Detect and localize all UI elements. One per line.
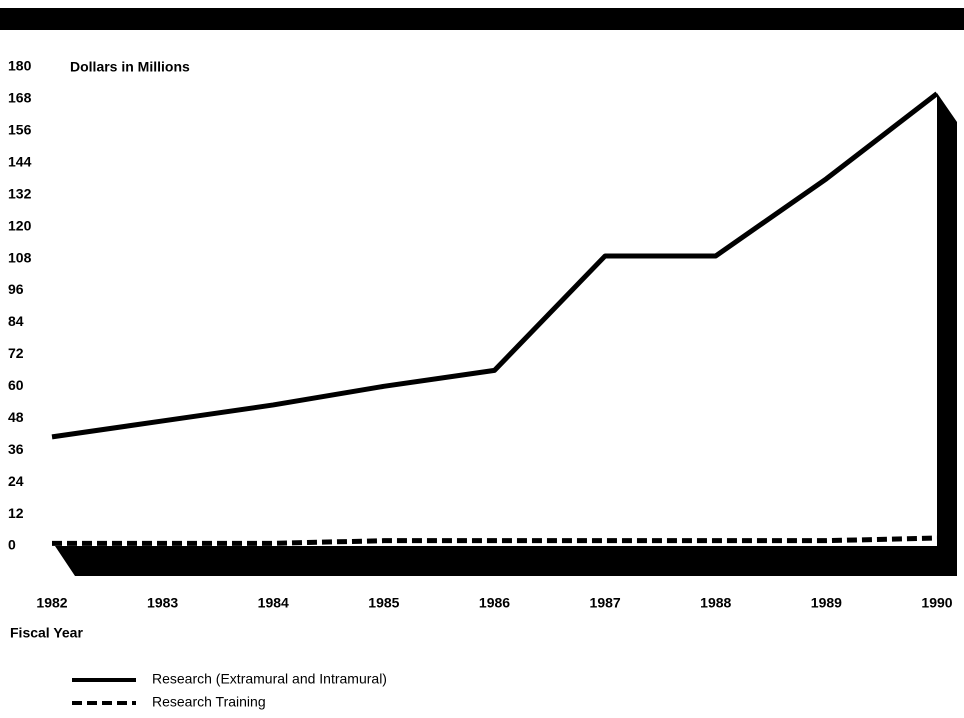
y-tick-label: 84 <box>8 313 24 329</box>
series-line <box>52 535 938 546</box>
y-tick-label: 60 <box>8 377 24 393</box>
y-tick-label: 180 <box>8 58 32 74</box>
legend-label: Research Training <box>152 694 266 710</box>
3d-shadow <box>55 93 957 576</box>
y-tick-label: 12 <box>8 505 24 521</box>
y-tick-label: 168 <box>8 90 32 106</box>
y-tick-label: 48 <box>8 409 24 425</box>
x-tick-label: 1982 <box>36 595 67 611</box>
y-tick-label: 132 <box>8 185 32 201</box>
y-tick-label: 96 <box>8 281 24 297</box>
y-tick-label: 72 <box>8 345 24 361</box>
y-tick-label: 156 <box>8 122 32 138</box>
x-tick-label: 1990 <box>921 595 952 611</box>
x-tick-label: 1986 <box>479 595 510 611</box>
y-tick-label: 24 <box>8 473 24 489</box>
y-tick-label: 0 <box>8 537 16 553</box>
x-axis-label: Fiscal Year <box>10 625 83 641</box>
x-tick-label: 1988 <box>700 595 731 611</box>
x-tick-label: 1985 <box>368 595 399 611</box>
y-tick-label: 144 <box>8 154 32 170</box>
y-tick-label: 108 <box>8 249 32 265</box>
y-tick-label: 120 <box>8 217 32 233</box>
y-axis-label: Dollars in Millions <box>70 59 190 75</box>
y-tick-label: 36 <box>8 441 24 457</box>
x-tick-label: 1989 <box>811 595 842 611</box>
top-bar <box>0 8 964 30</box>
legend-label: Research (Extramural and Intramural) <box>152 671 387 687</box>
series-line <box>51 91 939 440</box>
x-tick-label: 1984 <box>258 595 289 611</box>
x-tick-label: 1983 <box>147 595 178 611</box>
x-tick-label: 1987 <box>590 595 621 611</box>
